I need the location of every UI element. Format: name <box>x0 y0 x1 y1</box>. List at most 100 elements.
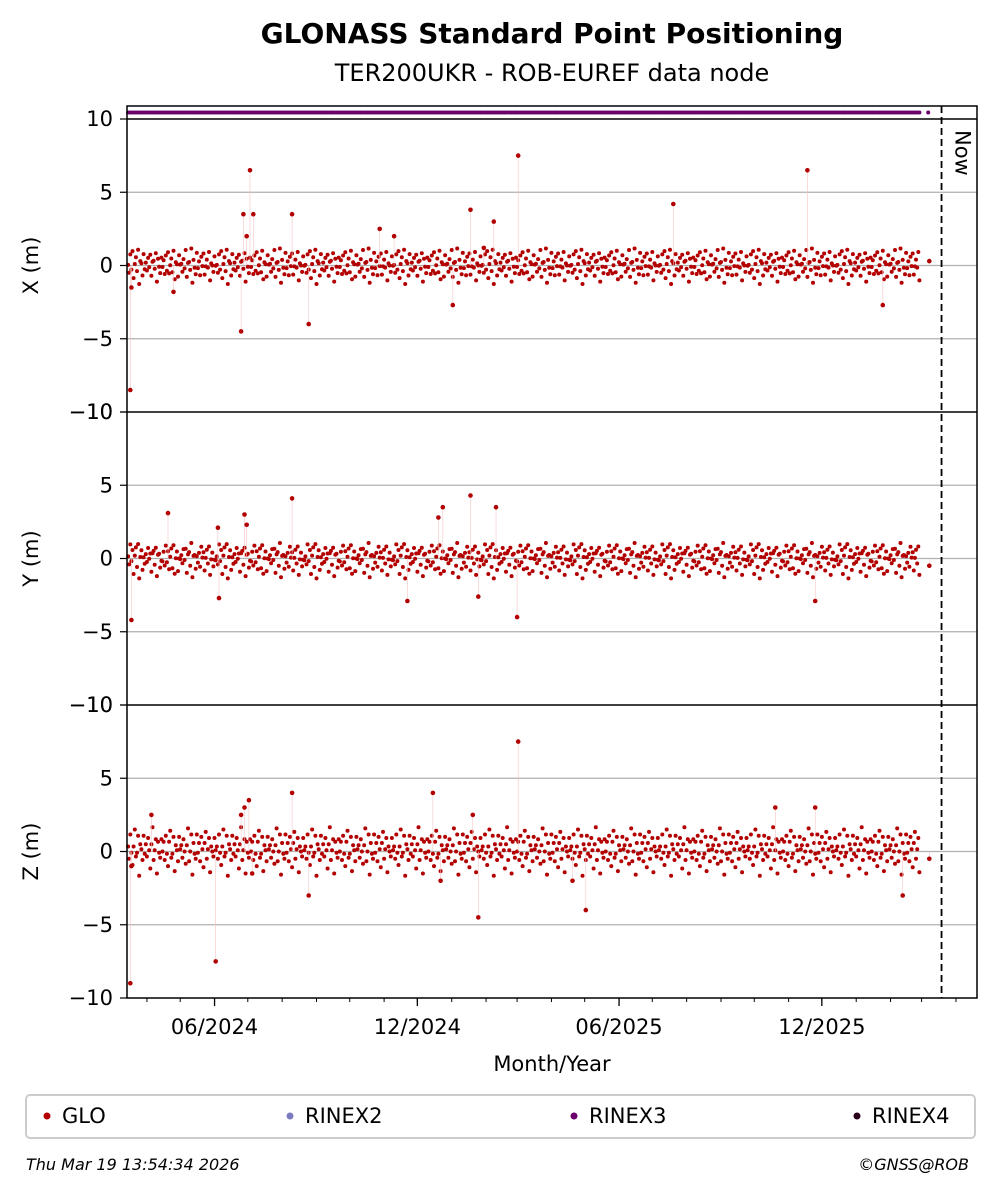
glo-point <box>704 869 709 874</box>
glo-point <box>799 553 804 558</box>
glo-point <box>721 832 726 837</box>
glo-point <box>495 567 500 572</box>
glo-point <box>567 254 572 259</box>
glo-point <box>532 557 537 562</box>
glo-point <box>356 843 361 848</box>
glo-point <box>426 849 431 854</box>
glo-point <box>323 836 328 840</box>
glo-point <box>900 893 905 898</box>
glo-point <box>789 546 794 551</box>
glo-point <box>839 249 844 254</box>
glo-point <box>817 841 822 845</box>
glo-point <box>495 858 500 862</box>
glo-point <box>739 836 743 840</box>
glo-point <box>301 254 306 259</box>
glo-point <box>625 558 630 562</box>
glo-point <box>746 262 751 267</box>
glo-point <box>191 257 196 262</box>
glo-point <box>835 262 840 267</box>
glo-point <box>563 844 568 849</box>
glo-point <box>345 263 350 268</box>
glo-point <box>676 854 681 859</box>
glo-point <box>668 542 672 547</box>
glo-point <box>499 268 504 273</box>
glo-point <box>815 250 820 255</box>
glo-point <box>747 856 752 861</box>
glo-point <box>634 257 639 262</box>
glo-point <box>393 856 398 861</box>
glo-point <box>549 554 554 559</box>
glo-point <box>348 834 353 839</box>
glo-point <box>259 566 264 571</box>
glo-point <box>604 258 609 263</box>
glo-point <box>254 549 259 554</box>
glo-point <box>346 855 351 860</box>
glo-point <box>348 248 353 253</box>
glo-point <box>261 869 266 874</box>
glo-point <box>638 832 643 837</box>
glo-point <box>786 549 791 554</box>
glo-point <box>189 246 194 251</box>
glo-point <box>773 266 778 271</box>
glo-point <box>197 550 201 555</box>
glo-point <box>394 252 399 257</box>
glo-point <box>508 837 513 842</box>
glo-point <box>259 270 264 275</box>
glo-point <box>469 829 474 834</box>
glo-point <box>716 843 721 848</box>
glo-point <box>209 557 214 562</box>
glo-point <box>650 836 655 840</box>
glo-point <box>537 558 542 562</box>
glo-point <box>799 261 804 266</box>
glo-point <box>282 272 287 277</box>
glo-point <box>871 272 876 276</box>
glo-point <box>414 866 419 871</box>
glo-point <box>772 858 777 862</box>
glo-point <box>348 543 353 548</box>
glo-point <box>238 812 244 818</box>
glo-point <box>590 556 595 561</box>
glo-point <box>254 864 259 869</box>
glo-point <box>378 550 383 555</box>
glo-point <box>438 878 443 884</box>
glo-point <box>270 257 275 262</box>
glo-point <box>427 839 432 844</box>
glo-point <box>277 541 282 545</box>
glo-point <box>700 828 705 833</box>
glo-point <box>340 272 344 276</box>
glo-point <box>786 250 791 255</box>
glo-point <box>499 854 504 859</box>
glo-point <box>225 576 230 581</box>
glo-point <box>260 543 265 548</box>
glo-point <box>669 873 674 878</box>
glo-point <box>373 850 378 855</box>
glo-point <box>160 265 165 269</box>
glo-point <box>577 854 582 859</box>
glo-point <box>717 826 722 831</box>
glo-point <box>649 847 654 852</box>
glo-point <box>215 270 220 275</box>
glo-point <box>387 550 392 555</box>
glo-point <box>222 255 227 260</box>
glo-point <box>729 259 733 264</box>
glo-point <box>258 855 262 860</box>
glo-point <box>795 262 800 267</box>
glo-point <box>906 550 911 555</box>
glo-point <box>804 546 809 551</box>
glo-point <box>309 572 313 576</box>
glo-point <box>511 850 516 855</box>
glo-point <box>165 510 171 516</box>
glo-point <box>256 554 261 559</box>
glo-point <box>245 850 250 855</box>
glo-point <box>217 832 221 837</box>
glo-point <box>372 554 377 559</box>
glo-point <box>774 545 779 550</box>
glo-point <box>765 560 770 564</box>
glo-point <box>425 255 430 260</box>
glo-point <box>493 504 499 510</box>
glo-point <box>471 561 476 566</box>
glo-point <box>752 276 757 281</box>
glo-point <box>755 565 760 569</box>
glo-point <box>251 272 256 276</box>
